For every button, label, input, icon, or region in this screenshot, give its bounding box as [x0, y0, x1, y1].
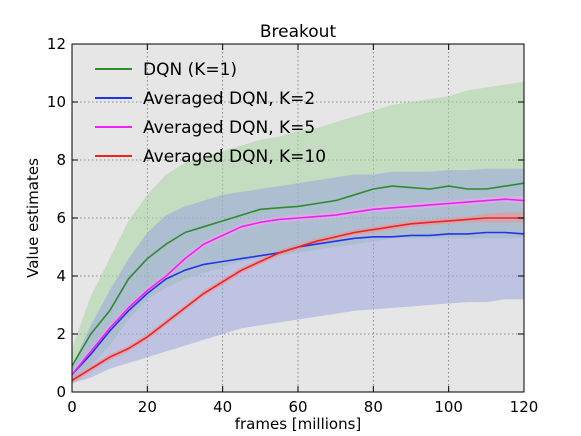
x-tick-label-120: 120	[510, 398, 539, 416]
x-tick-label-40: 40	[213, 398, 232, 416]
legend-label-3: Averaged DQN, K=10	[143, 147, 326, 167]
axis-ticks: 0 20 40 60 80 100 120 0 2 4 6 8 10 12	[47, 35, 538, 416]
y-tick-label-0: 0	[56, 383, 66, 401]
x-tick-label-60: 60	[288, 398, 307, 416]
x-tick-label-100: 100	[434, 398, 463, 416]
line-series-2	[71, 198, 525, 376]
legend-label-1: Averaged DQN, K=2	[143, 89, 315, 109]
y-tick-label-12: 12	[47, 35, 66, 53]
chart-title: Breakout	[260, 22, 337, 42]
y-tick-label-4: 4	[56, 267, 66, 285]
y-axis-title: Value estimates	[24, 158, 42, 278]
y-tick-label-10: 10	[47, 93, 66, 111]
legend-label-2: Averaged DQN, K=5	[143, 118, 315, 138]
legend-label-0: DQN (K=1)	[143, 60, 237, 80]
x-tick-label-0: 0	[67, 398, 77, 416]
x-tick-label-80: 80	[364, 398, 383, 416]
line-series-3	[71, 217, 524, 382]
line-series-0	[71, 182, 525, 367]
x-tick-label-20: 20	[138, 398, 157, 416]
y-tick-label-6: 6	[56, 209, 66, 227]
y-tick-label-2: 2	[56, 325, 66, 343]
x-axis-title: frames [millions]	[235, 415, 362, 433]
legend: DQN (K=1) Averaged DQN, K=2 Averaged DQN, …	[95, 60, 326, 167]
y-tick-label-8: 8	[56, 151, 66, 169]
series-lines	[71, 182, 525, 382]
